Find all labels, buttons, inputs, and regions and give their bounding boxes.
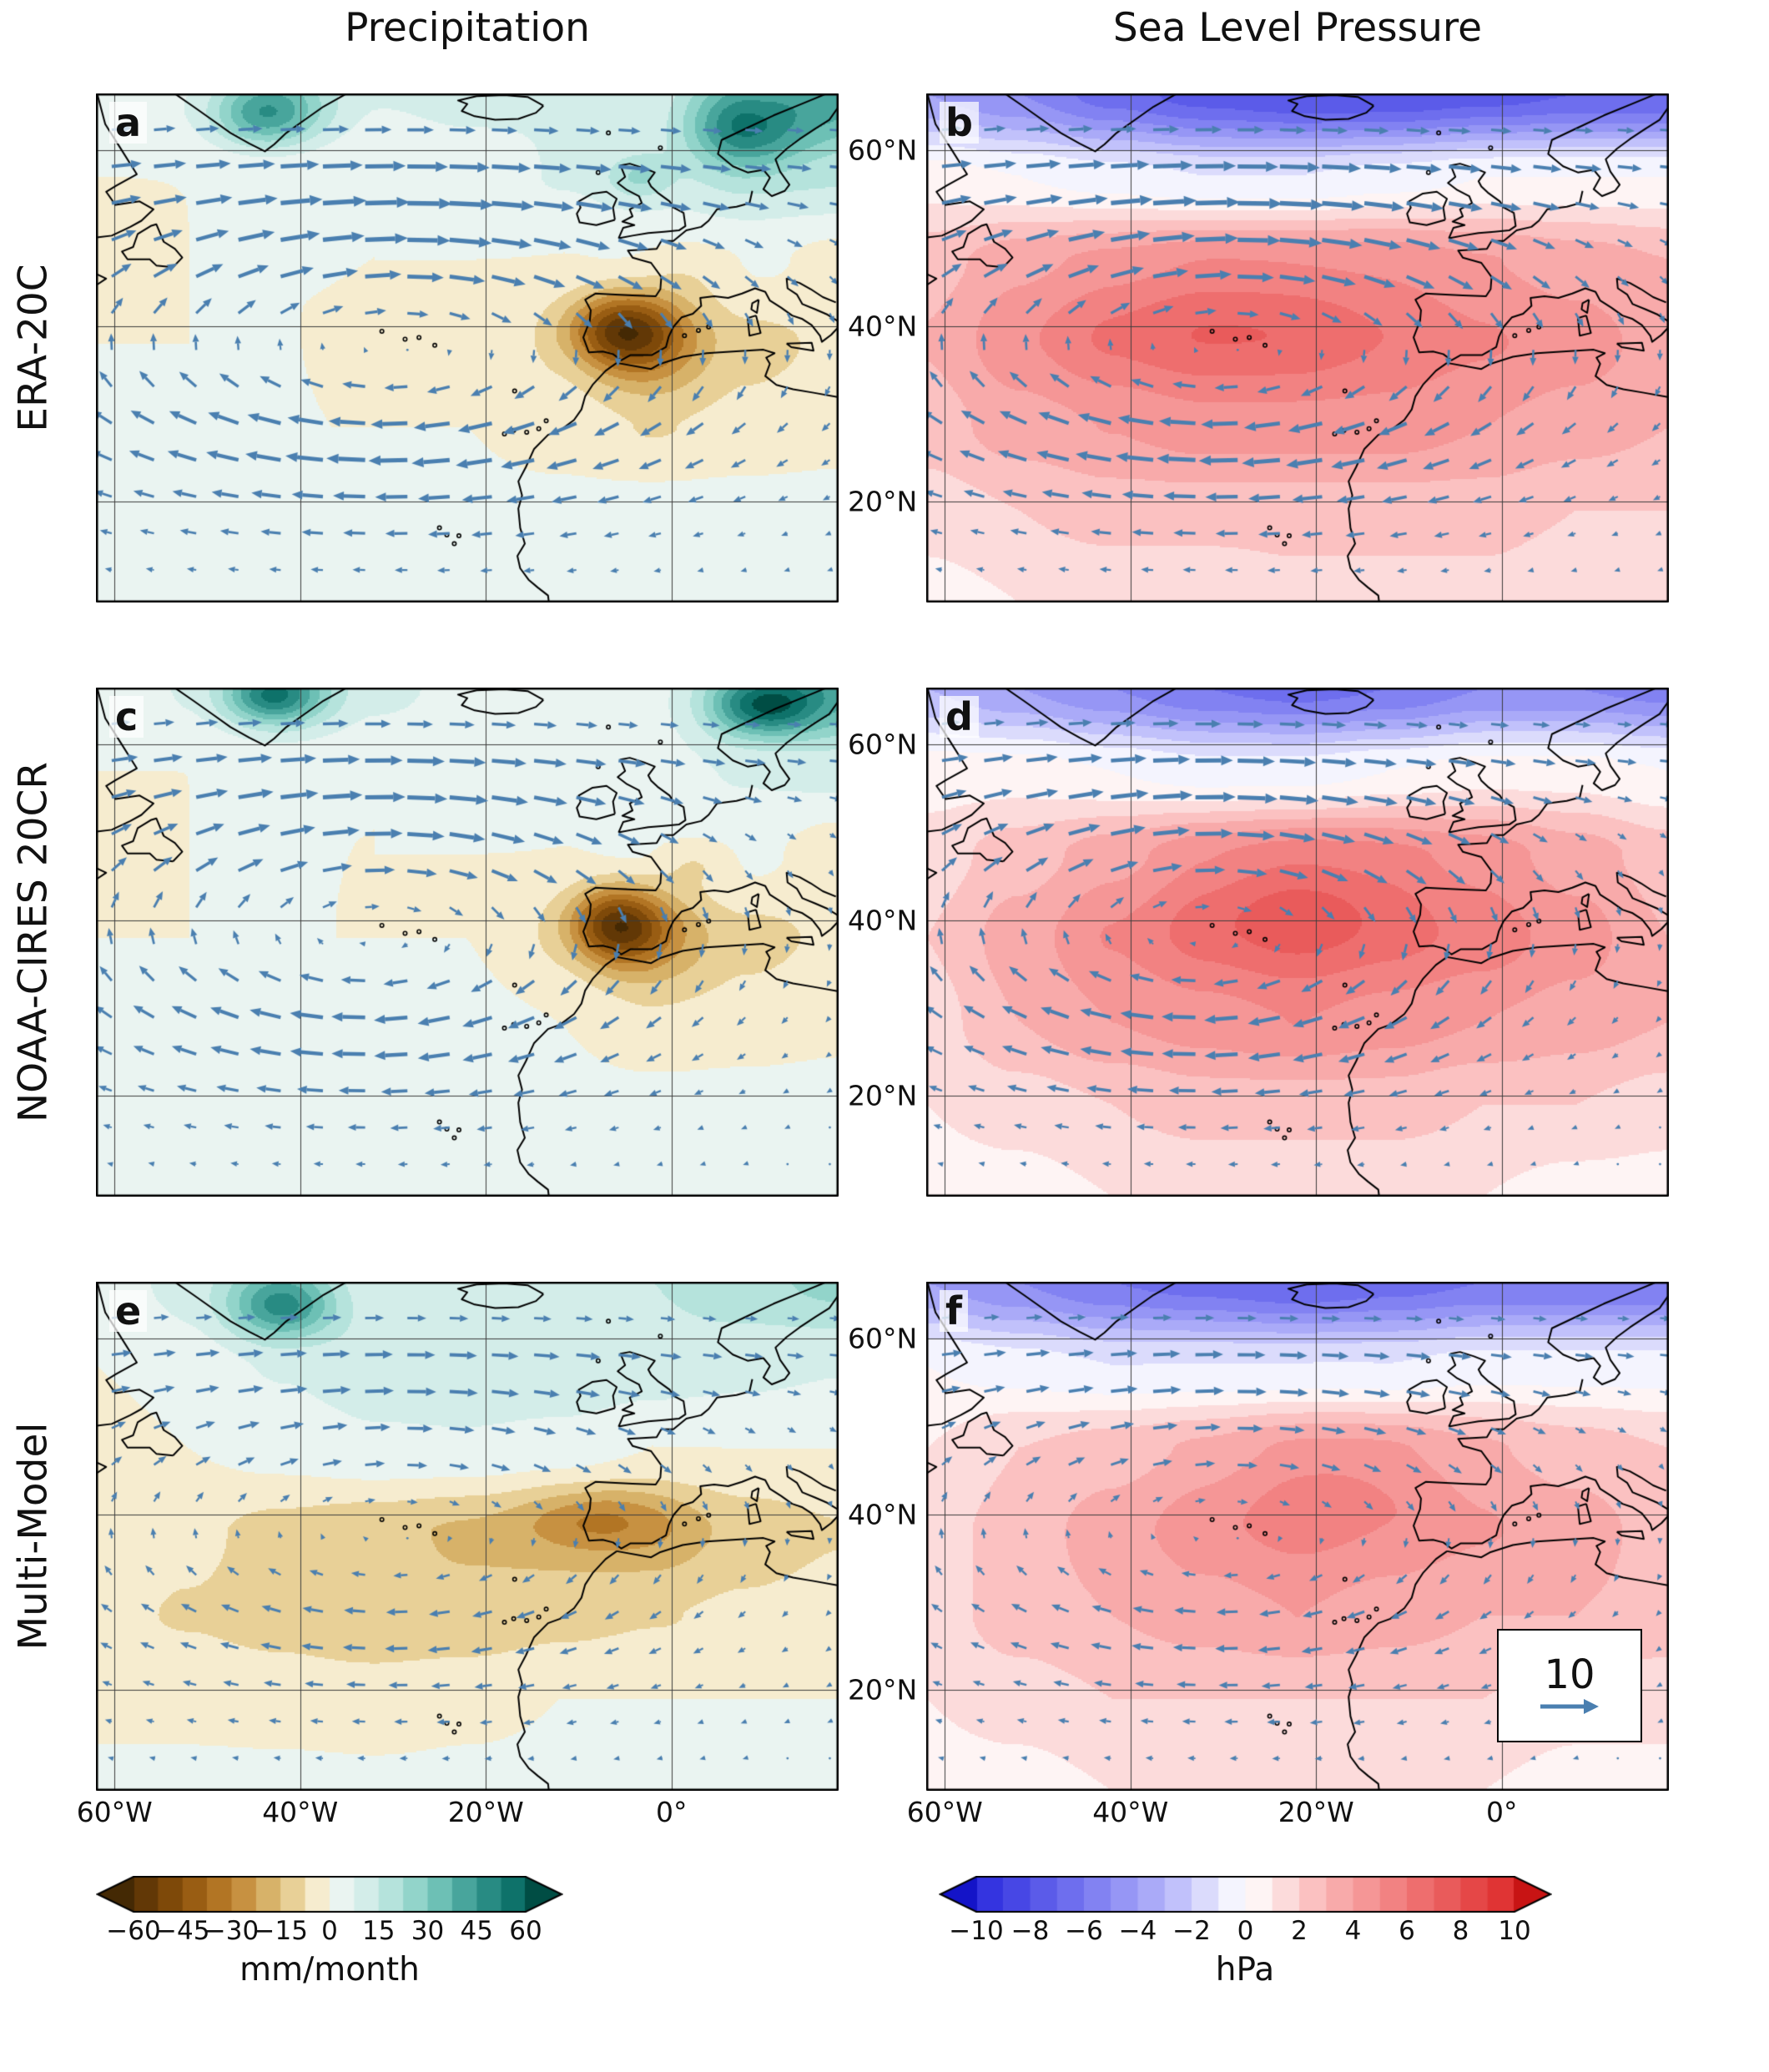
lat-tick-label: 40°N <box>848 904 918 937</box>
wind-reference-arrow-icon <box>1540 1699 1599 1715</box>
colorbar-tick-label: 10 <box>1498 1916 1531 1946</box>
colorbar-slp-label: hPa <box>1215 1951 1275 1989</box>
colorbar-tick-label: −10 <box>949 1916 1004 1946</box>
colorbar-tick-label: 60 <box>509 1916 542 1946</box>
lon-tick-label: 60°W <box>906 1796 983 1828</box>
panel-f-slp-multi-model: f 10 <box>926 1282 1669 1791</box>
panel-d-slp-noaa-cires: d <box>926 688 1669 1197</box>
colorbar-tick-label: 6 <box>1399 1916 1415 1946</box>
colorbar-tick-label: −6 <box>1065 1916 1103 1946</box>
panel-label-d: d <box>940 696 979 738</box>
lon-tick-label: 0° <box>1486 1796 1518 1828</box>
colorbar-tick-label: 2 <box>1291 1916 1308 1946</box>
colorbar-tick-label: 30 <box>411 1916 445 1946</box>
colorbar-tick-label: −30 <box>204 1916 260 1946</box>
colorbar-precipitation-label: mm/month <box>239 1951 420 1989</box>
row-label-multi-model: Multi-Model <box>10 1422 57 1651</box>
lon-tick-label: 20°W <box>447 1796 524 1828</box>
panel-label-e: e <box>109 1290 148 1332</box>
lat-tick-label: 60°N <box>848 134 918 167</box>
lat-tick-label: 40°N <box>848 1498 918 1531</box>
panel-label-b: b <box>940 102 979 144</box>
lon-tick-label: 40°W <box>262 1796 339 1828</box>
colorbar-precipitation-bar <box>96 1876 563 1913</box>
colorbar-tick-label: −8 <box>1010 1916 1050 1946</box>
colorbar-slp-bar <box>939 1876 1552 1913</box>
column-title-sea-level-pressure: Sea Level Pressure <box>1112 5 1483 51</box>
panel-e-precipitation-multi-model: e <box>96 1282 839 1791</box>
map-canvas-b <box>926 93 1669 602</box>
panel-label-c: c <box>109 696 144 738</box>
colorbar-tick-label: 8 <box>1452 1916 1469 1946</box>
colorbar-tick-label: 4 <box>1344 1916 1362 1946</box>
wind-reference-legend: 10 <box>1497 1629 1642 1742</box>
lat-tick-label: 20°N <box>848 1079 918 1112</box>
colorbar-tick-label: 0 <box>321 1916 338 1946</box>
lon-tick-label: 40°W <box>1092 1796 1169 1828</box>
lon-tick-label: 60°W <box>76 1796 153 1828</box>
lon-tick-label: 20°W <box>1278 1796 1354 1828</box>
colorbar-precipitation-ticks: −60 −45 −30 −15 0 15 30 45 60 <box>96 1916 563 1949</box>
lat-tick-label: 40°N <box>848 310 918 343</box>
colorbar-tick-label: −2 <box>1172 1916 1211 1946</box>
colorbar-tick-label: −60 <box>106 1916 161 1946</box>
map-canvas-e <box>96 1282 839 1791</box>
lat-tick-label: 20°N <box>848 485 918 518</box>
row-label-noaa-cires-20cr: NOAA-CIRES 20CR <box>10 762 57 1122</box>
column-title-precipitation: Precipitation <box>345 5 590 51</box>
lon-tick-label: 0° <box>656 1796 688 1828</box>
panel-b-slp-era20c: b <box>926 93 1669 602</box>
panel-label-f: f <box>940 1290 969 1332</box>
colorbar-slp-ticks: −10 −8 −6 −4 −2 0 2 4 6 8 10 <box>939 1916 1552 1949</box>
colorbar-tick-label: −45 <box>155 1916 210 1946</box>
colorbar-tick-label: 45 <box>460 1916 493 1946</box>
lat-tick-label: 60°N <box>848 1322 918 1355</box>
map-canvas-c <box>96 688 839 1197</box>
colorbar-tick-label: 0 <box>1237 1916 1254 1946</box>
panel-c-precipitation-noaa-cires: c <box>96 688 839 1197</box>
colorbar-tick-label: −15 <box>253 1916 308 1946</box>
panel-a-precipitation-era20c: a <box>96 93 839 602</box>
colorbar-tick-label: 15 <box>362 1916 396 1946</box>
row-label-era20c: ERA-20C <box>10 264 57 432</box>
map-canvas-a <box>96 93 839 602</box>
panel-label-a: a <box>109 102 148 144</box>
lat-tick-label: 60°N <box>848 728 918 761</box>
lat-tick-label: 20°N <box>848 1673 918 1707</box>
wind-reference-value: 10 <box>1544 1651 1595 1698</box>
map-canvas-d <box>926 688 1669 1197</box>
colorbar-tick-label: −4 <box>1118 1916 1157 1946</box>
